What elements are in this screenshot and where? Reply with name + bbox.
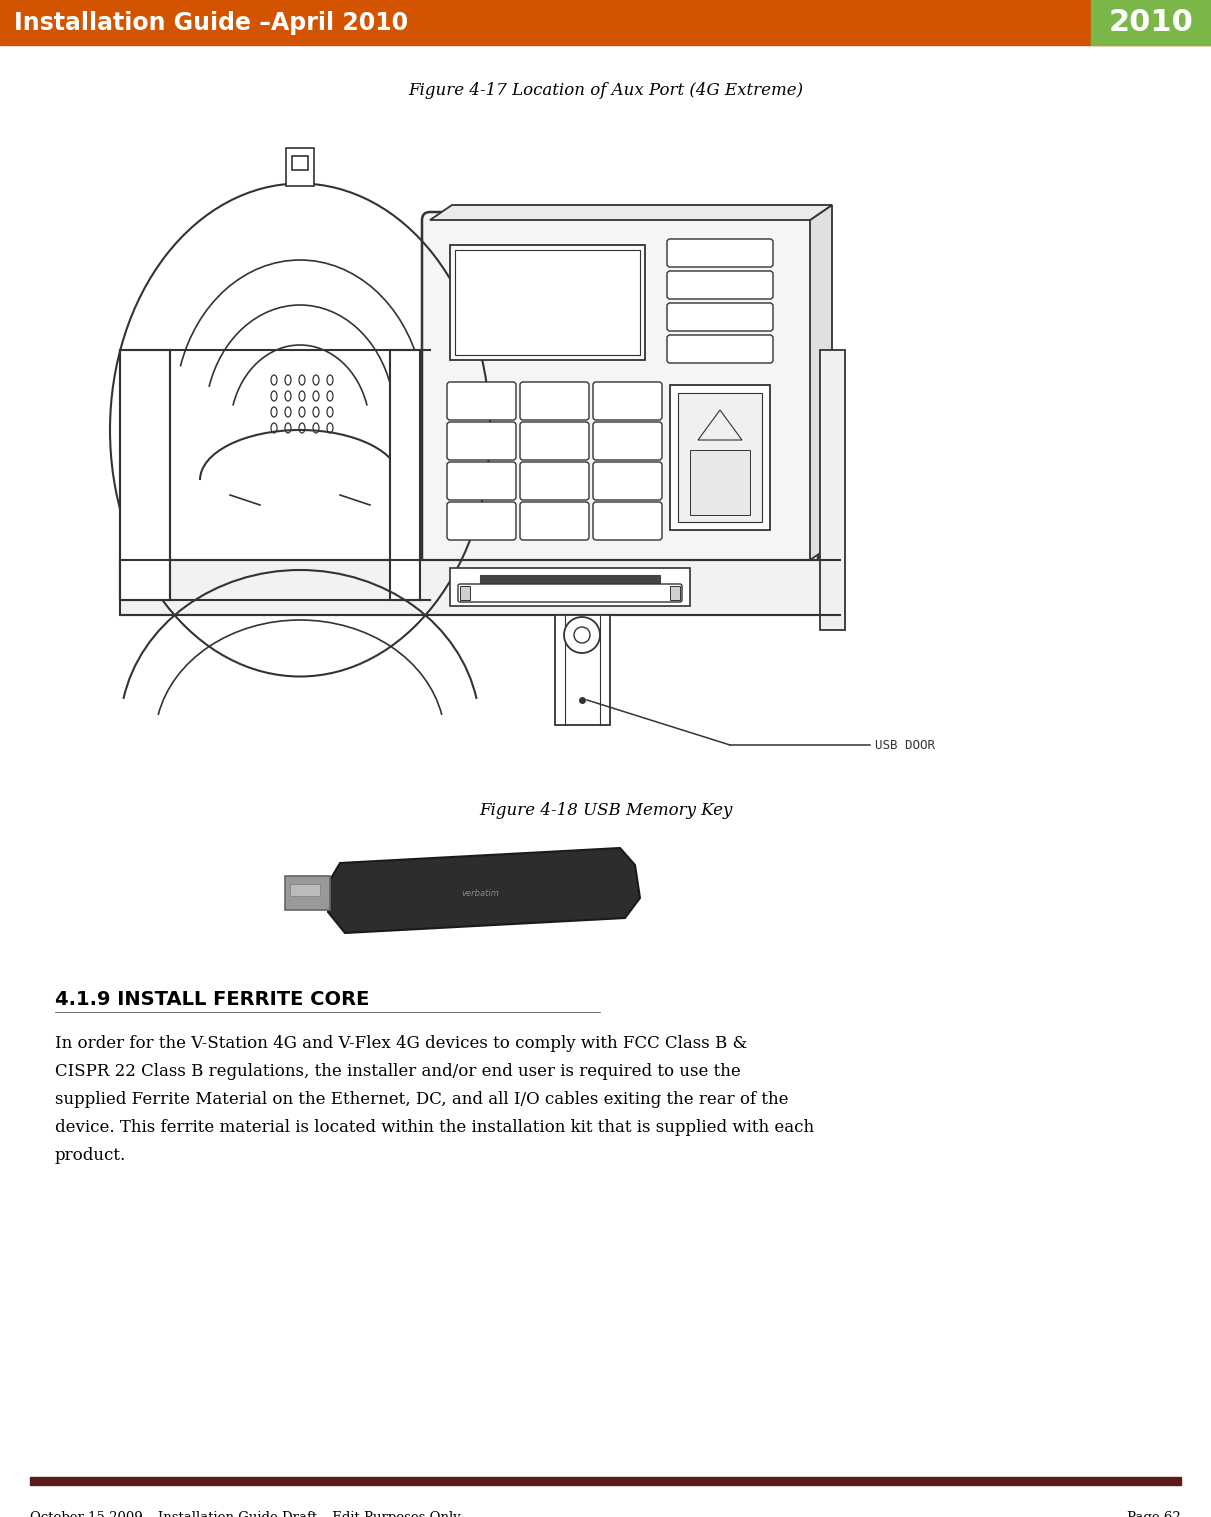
Bar <box>390 350 420 601</box>
FancyBboxPatch shape <box>593 422 662 460</box>
Polygon shape <box>430 205 832 220</box>
FancyBboxPatch shape <box>593 463 662 501</box>
FancyBboxPatch shape <box>447 422 516 460</box>
FancyBboxPatch shape <box>520 382 589 420</box>
Polygon shape <box>328 848 639 933</box>
Text: CISPR 22 Class B regulations, the installer and/or end user is required to use t: CISPR 22 Class B regulations, the instal… <box>54 1063 741 1080</box>
Text: October 15 2009 – Installation Guide Draft – Edit Purposes Only: October 15 2009 – Installation Guide Dra… <box>30 1511 460 1517</box>
Text: Figure 4-18 USB Memory Key: Figure 4-18 USB Memory Key <box>478 801 733 819</box>
Text: USB DOOR: USB DOOR <box>876 739 935 751</box>
FancyBboxPatch shape <box>520 422 589 460</box>
Text: product.: product. <box>54 1147 126 1164</box>
Bar <box>289 884 320 897</box>
FancyBboxPatch shape <box>447 502 516 540</box>
Bar <box>690 451 750 514</box>
FancyBboxPatch shape <box>593 382 662 420</box>
Text: device. This ferrite material is located within the installation kit that is sup: device. This ferrite material is located… <box>54 1120 814 1136</box>
FancyBboxPatch shape <box>667 272 773 299</box>
Bar <box>1091 0 1211 46</box>
Bar <box>670 385 770 529</box>
Bar <box>480 575 660 583</box>
FancyBboxPatch shape <box>421 212 817 567</box>
Bar <box>292 156 308 170</box>
Bar <box>555 614 610 725</box>
Bar <box>820 350 845 630</box>
Bar <box>120 350 170 601</box>
Text: 4.1.9 INSTALL FERRITE CORE: 4.1.9 INSTALL FERRITE CORE <box>54 991 369 1009</box>
Bar <box>670 586 681 601</box>
Bar <box>30 1478 1181 1485</box>
Text: Figure 4-17 Location of Aux Port (4G Extreme): Figure 4-17 Location of Aux Port (4G Ext… <box>408 82 803 99</box>
Bar <box>120 560 840 614</box>
FancyBboxPatch shape <box>667 335 773 363</box>
Text: supplied Ferrite Material on the Ethernet, DC, and all I/O cables exiting the re: supplied Ferrite Material on the Etherne… <box>54 1091 788 1107</box>
Text: Page 62: Page 62 <box>1127 1511 1181 1517</box>
Bar <box>455 250 639 355</box>
FancyBboxPatch shape <box>667 303 773 331</box>
Polygon shape <box>285 875 331 910</box>
FancyBboxPatch shape <box>520 502 589 540</box>
FancyBboxPatch shape <box>447 382 516 420</box>
Text: In order for the V-Station 4G and V-Flex 4G devices to comply with FCC Class B &: In order for the V-Station 4G and V-Flex… <box>54 1035 747 1051</box>
Polygon shape <box>810 205 832 560</box>
Bar <box>0 0 1211 46</box>
Text: Installation Guide –April 2010: Installation Guide –April 2010 <box>15 11 408 35</box>
Bar <box>286 149 314 187</box>
Bar <box>450 567 690 605</box>
FancyBboxPatch shape <box>447 463 516 501</box>
Bar <box>450 246 645 360</box>
FancyBboxPatch shape <box>593 502 662 540</box>
Bar <box>460 586 470 601</box>
FancyBboxPatch shape <box>458 584 682 602</box>
FancyBboxPatch shape <box>667 240 773 267</box>
Text: 2010: 2010 <box>1108 8 1193 36</box>
Bar <box>678 393 762 522</box>
FancyBboxPatch shape <box>520 463 589 501</box>
Circle shape <box>564 617 599 652</box>
Text: verbatim: verbatim <box>461 889 499 898</box>
